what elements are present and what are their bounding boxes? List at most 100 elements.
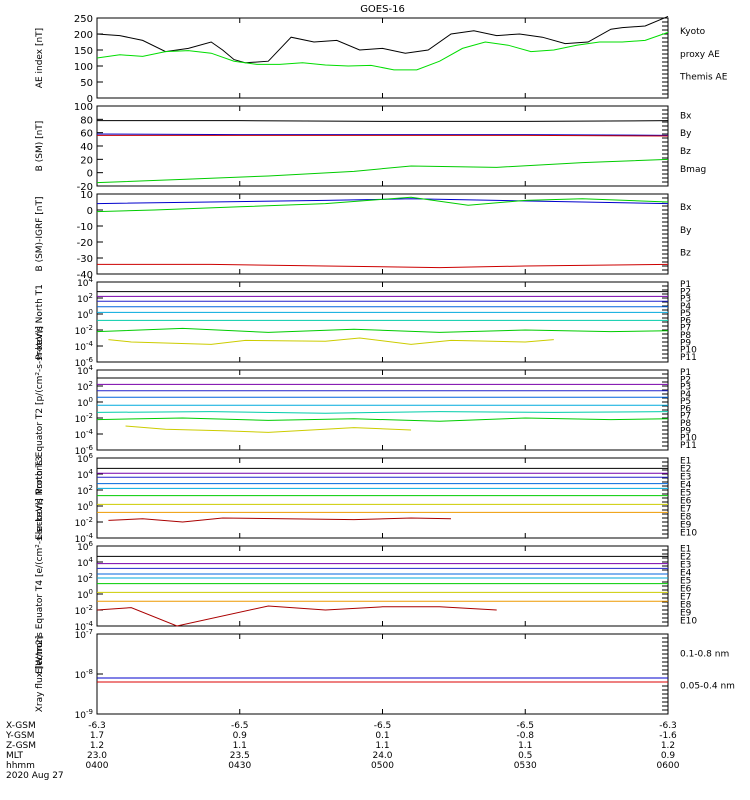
y-tick-label: 100 bbox=[77, 500, 93, 513]
y-tick-label: 10-4 bbox=[75, 340, 94, 353]
chart-title: GOES-16 bbox=[360, 4, 405, 15]
x-tick-label: 1.1 bbox=[233, 741, 247, 751]
legend-entry: E4 bbox=[680, 481, 692, 491]
series-line bbox=[96, 158, 669, 184]
legend-entry: Bz bbox=[680, 147, 691, 157]
legend-entry: P5 bbox=[680, 397, 691, 407]
legend-entry: P4 bbox=[680, 390, 691, 400]
y-tick-label: 50 bbox=[80, 78, 93, 89]
legend-entry: By bbox=[680, 226, 692, 236]
panel-frame bbox=[96, 17, 669, 99]
y-tick-label: -20 bbox=[77, 182, 93, 193]
panel-frame bbox=[96, 281, 669, 363]
legend-entry: E8 bbox=[680, 601, 692, 611]
y-tick-label: 10-2 bbox=[75, 412, 93, 425]
legend-entry: E2 bbox=[680, 553, 691, 563]
series-line bbox=[97, 263, 669, 269]
legend-entry: P6 bbox=[680, 316, 691, 326]
series-line bbox=[96, 605, 497, 627]
y-tick-label: 0 bbox=[87, 206, 93, 217]
x-tick-label: 23.5 bbox=[230, 751, 250, 761]
y-axis-label: B (SM) [nT] bbox=[35, 121, 45, 172]
series-line bbox=[97, 120, 669, 122]
y-tick-label: 10-4 bbox=[75, 532, 94, 545]
x-tick-label: 0.9 bbox=[661, 751, 676, 761]
y-tick-label: 104 bbox=[77, 364, 93, 377]
y-axis-label: Electrons North T3 bbox=[35, 456, 45, 540]
series-line bbox=[108, 337, 554, 345]
y-axis-label: B (SM)-IGRF [nT] bbox=[35, 197, 45, 272]
legend-entry: E1 bbox=[680, 457, 691, 467]
x-tick-label: -0.8 bbox=[516, 731, 534, 741]
legend-entry: P10 bbox=[680, 346, 697, 356]
y-tick-label: 104 bbox=[77, 468, 93, 481]
legend-entry: E9 bbox=[680, 521, 692, 531]
series-line bbox=[96, 411, 669, 414]
panel-frame bbox=[96, 545, 669, 627]
legend-entry: P9 bbox=[680, 426, 691, 436]
legend-entry: E10 bbox=[680, 529, 697, 539]
y-tick-label: 100 bbox=[77, 308, 93, 321]
legend-entry: P7 bbox=[680, 324, 691, 334]
y-axis-label: Protons Equator T2 [p/(cm²-s-sr-keV)] bbox=[35, 326, 45, 494]
y-tick-label: 10-2 bbox=[75, 516, 93, 529]
x-tick-label: 1.1 bbox=[375, 741, 389, 751]
y-tick-label: 102 bbox=[77, 484, 93, 497]
legend-entry: E8 bbox=[680, 513, 692, 523]
y-tick-label: -30 bbox=[77, 254, 93, 265]
series-line bbox=[96, 198, 669, 205]
date-label: 2020 Aug 27 bbox=[6, 771, 64, 781]
legend-entry: P10 bbox=[680, 434, 697, 444]
x-tick-label: 1.7 bbox=[90, 731, 104, 741]
x-axis-table: X-GSM -6.3 -6.5 -6.5 -6.5 -6.3 Y-GSM 1.7 0.9 0.1 -… bbox=[5, 721, 680, 781]
y-tick-label: 40 bbox=[80, 142, 93, 153]
legend-entry: E1 bbox=[680, 545, 691, 555]
legend-entry: Bmag bbox=[680, 165, 706, 175]
legend-entry: E10 bbox=[680, 617, 697, 627]
y-tick-label: 200 bbox=[74, 30, 93, 41]
legend-entry: E7 bbox=[680, 593, 691, 603]
x-tick-label: 0.9 bbox=[233, 731, 248, 741]
y-axis-label: Electrons Equator T4 [e/(cm²-s-sr-keV)] bbox=[35, 498, 45, 674]
y-tick-label: 150 bbox=[74, 46, 93, 57]
legend-entry: E7 bbox=[680, 505, 691, 515]
y-tick-label: 0 bbox=[87, 94, 93, 105]
x-tick-label: 0600 bbox=[657, 761, 680, 771]
x-tick-label: 0.1 bbox=[375, 731, 389, 741]
y-tick-label: 104 bbox=[77, 556, 93, 569]
x-tick-label: 1.2 bbox=[661, 741, 675, 751]
y-tick-label: 102 bbox=[77, 572, 93, 585]
x-tick-label: 0500 bbox=[371, 761, 394, 771]
legend-entry: E3 bbox=[680, 561, 691, 571]
legend-entry: E4 bbox=[680, 569, 692, 579]
legend-entry: Bx bbox=[680, 203, 692, 213]
y-tick-label: 10-4 bbox=[75, 620, 94, 633]
series-line bbox=[96, 133, 669, 136]
y-tick-label: 106 bbox=[77, 540, 93, 553]
legend-entry: E6 bbox=[680, 585, 692, 595]
y-tick-label: 106 bbox=[77, 452, 93, 465]
legend-entry: P11 bbox=[680, 441, 697, 451]
legend-entry: P1 bbox=[680, 280, 691, 290]
y-axis-label: AE index [nT] bbox=[35, 28, 45, 88]
x-tick-label: -6.3 bbox=[88, 721, 106, 731]
x-row-label: hhmm bbox=[6, 761, 35, 771]
x-row-label: X-GSM bbox=[6, 721, 36, 731]
x-tick-label: -6.3 bbox=[659, 721, 677, 731]
legend-entry: P4 bbox=[680, 302, 691, 312]
legend-entry: P9 bbox=[680, 338, 691, 348]
legend-entry: P3 bbox=[680, 383, 691, 393]
legend-entry: E3 bbox=[680, 473, 691, 483]
legend-entry: E6 bbox=[680, 497, 692, 507]
legend-entry: Bz bbox=[680, 249, 691, 259]
y-tick-label: 10 bbox=[80, 190, 93, 201]
y-tick-label: 100 bbox=[74, 102, 93, 113]
legend-entry: P6 bbox=[680, 404, 691, 414]
legend-entry: E5 bbox=[680, 577, 691, 587]
legend-entry: E9 bbox=[680, 609, 692, 619]
panel-frame bbox=[96, 193, 669, 275]
legend-entry: Themis AE bbox=[679, 73, 728, 83]
series-line bbox=[96, 15, 669, 64]
y-tick-label: 100 bbox=[77, 396, 93, 409]
